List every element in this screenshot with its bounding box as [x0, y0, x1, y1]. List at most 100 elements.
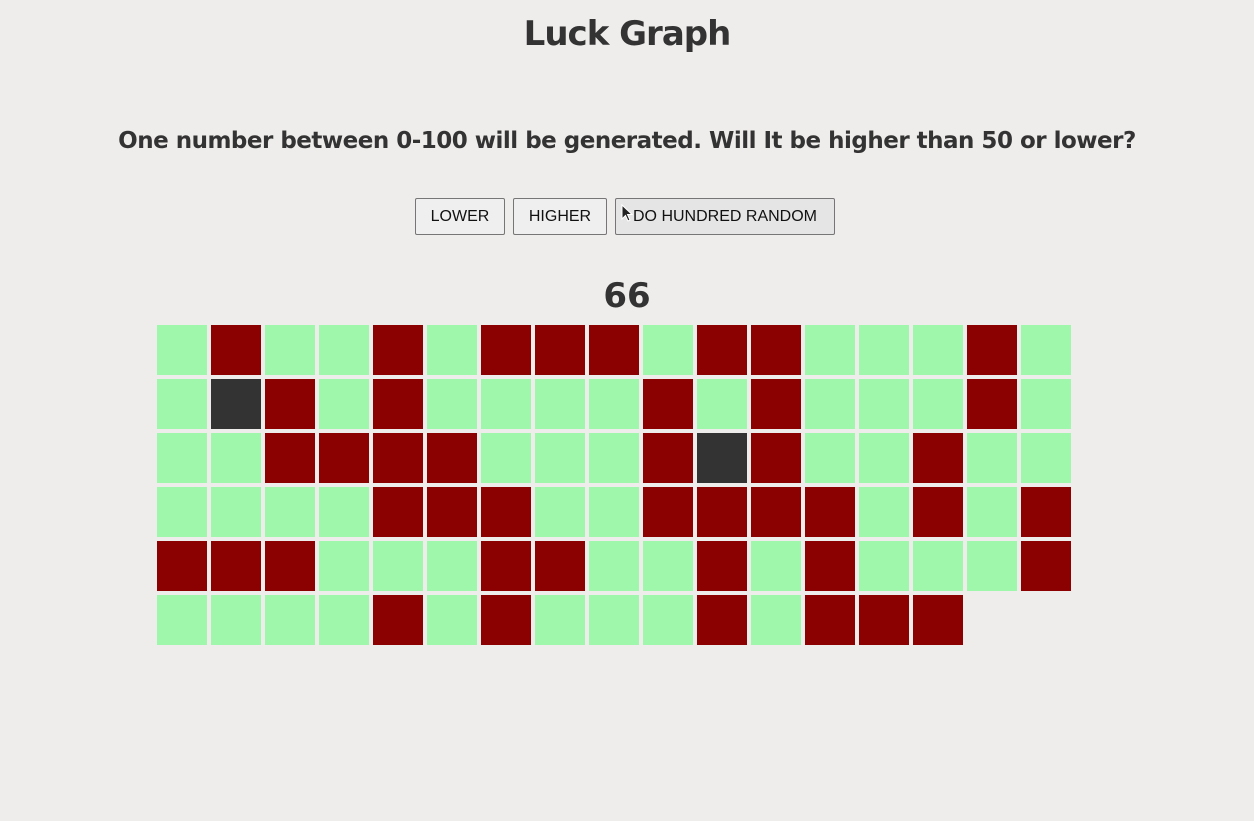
grid-cell-win [1021, 433, 1071, 483]
grid-cell-loss [211, 325, 261, 375]
grid-cell-loss [265, 379, 315, 429]
grid-cell-win [535, 379, 585, 429]
grid-cell-win [427, 325, 477, 375]
mouse-cursor-icon [621, 204, 633, 222]
grid-cell-loss [535, 325, 585, 375]
grid-cell-win [589, 433, 639, 483]
grid-cell-win [427, 541, 477, 591]
grid-cell-loss [481, 487, 531, 537]
grid-cell-loss [373, 487, 423, 537]
results-grid [157, 325, 1075, 645]
grid-cell-win [427, 595, 477, 645]
grid-cell-neutral [697, 433, 747, 483]
grid-cell-loss [751, 487, 801, 537]
grid-cell-win [157, 379, 207, 429]
grid-cell-win [913, 379, 963, 429]
grid-cell-loss [427, 487, 477, 537]
grid-cell-win [211, 433, 261, 483]
grid-cell-win [859, 325, 909, 375]
grid-cell-win [319, 325, 369, 375]
grid-cell-win [535, 595, 585, 645]
grid-cell-loss [751, 433, 801, 483]
grid-cell-win [265, 325, 315, 375]
grid-cell-win [319, 379, 369, 429]
grid-cell-loss [751, 325, 801, 375]
grid-cell-win [859, 379, 909, 429]
grid-cell-win [265, 595, 315, 645]
grid-cell-loss [1021, 487, 1071, 537]
grid-cell-win [643, 325, 693, 375]
grid-cell-win [697, 379, 747, 429]
do-hundred-random-button[interactable]: DO HUNDRED RANDOM [615, 198, 835, 235]
grid-cell-win [589, 595, 639, 645]
grid-cell-loss [373, 325, 423, 375]
grid-cell-win [589, 487, 639, 537]
grid-cell-win [481, 433, 531, 483]
grid-cell-loss [913, 487, 963, 537]
grid-cell-loss [535, 541, 585, 591]
result-number: 66 [603, 276, 651, 316]
grid-cell-win [643, 595, 693, 645]
grid-cell-loss [859, 595, 909, 645]
grid-cell-loss [697, 325, 747, 375]
grid-cell-win [751, 595, 801, 645]
grid-cell-win [805, 379, 855, 429]
grid-cell-loss [805, 595, 855, 645]
grid-cell-win [265, 487, 315, 537]
grid-cell-win [319, 595, 369, 645]
grid-cell-loss [265, 541, 315, 591]
grid-cell-loss [373, 595, 423, 645]
grid-cell-win [967, 433, 1017, 483]
grid-cell-win [211, 487, 261, 537]
grid-cell-win [211, 595, 261, 645]
grid-cell-loss [967, 379, 1017, 429]
grid-cell-loss [913, 433, 963, 483]
grid-cell-loss [805, 487, 855, 537]
grid-cell-win [805, 325, 855, 375]
grid-cell-loss [643, 379, 693, 429]
question-text: One number between 0-100 will be generat… [118, 128, 1136, 154]
button-row: LOWER HIGHER DO HUNDRED RANDOM [415, 198, 835, 235]
grid-cell-win [535, 487, 585, 537]
grid-cell-loss [157, 541, 207, 591]
grid-cell-win [373, 541, 423, 591]
grid-cell-win [967, 541, 1017, 591]
grid-cell-win [535, 433, 585, 483]
lower-button[interactable]: LOWER [415, 198, 505, 235]
grid-cell-loss [319, 433, 369, 483]
grid-cell-loss [643, 433, 693, 483]
grid-cell-neutral [211, 379, 261, 429]
grid-cell-win [481, 379, 531, 429]
grid-cell-loss [643, 487, 693, 537]
grid-cell-win [805, 433, 855, 483]
grid-cell-loss [373, 433, 423, 483]
grid-cell-loss [913, 595, 963, 645]
grid-cell-win [319, 487, 369, 537]
grid-cell-win [319, 541, 369, 591]
grid-cell-loss [751, 379, 801, 429]
grid-cell-win [157, 433, 207, 483]
grid-cell-win [589, 379, 639, 429]
grid-cell-loss [697, 541, 747, 591]
grid-cell-win [157, 487, 207, 537]
grid-cell-win [859, 433, 909, 483]
grid-cell-win [913, 325, 963, 375]
grid-cell-win [751, 541, 801, 591]
grid-cell-loss [211, 541, 261, 591]
grid-cell-win [589, 541, 639, 591]
grid-cell-loss [805, 541, 855, 591]
grid-cell-loss [967, 325, 1017, 375]
grid-cell-loss [697, 595, 747, 645]
grid-cell-loss [589, 325, 639, 375]
grid-cell-loss [481, 325, 531, 375]
grid-cell-loss [697, 487, 747, 537]
grid-cell-win [157, 595, 207, 645]
grid-cell-win [859, 487, 909, 537]
higher-button[interactable]: HIGHER [513, 198, 607, 235]
grid-cell-loss [481, 541, 531, 591]
grid-cell-win [157, 325, 207, 375]
grid-cell-loss [373, 379, 423, 429]
grid-cell-win [859, 541, 909, 591]
grid-cell-loss [265, 433, 315, 483]
